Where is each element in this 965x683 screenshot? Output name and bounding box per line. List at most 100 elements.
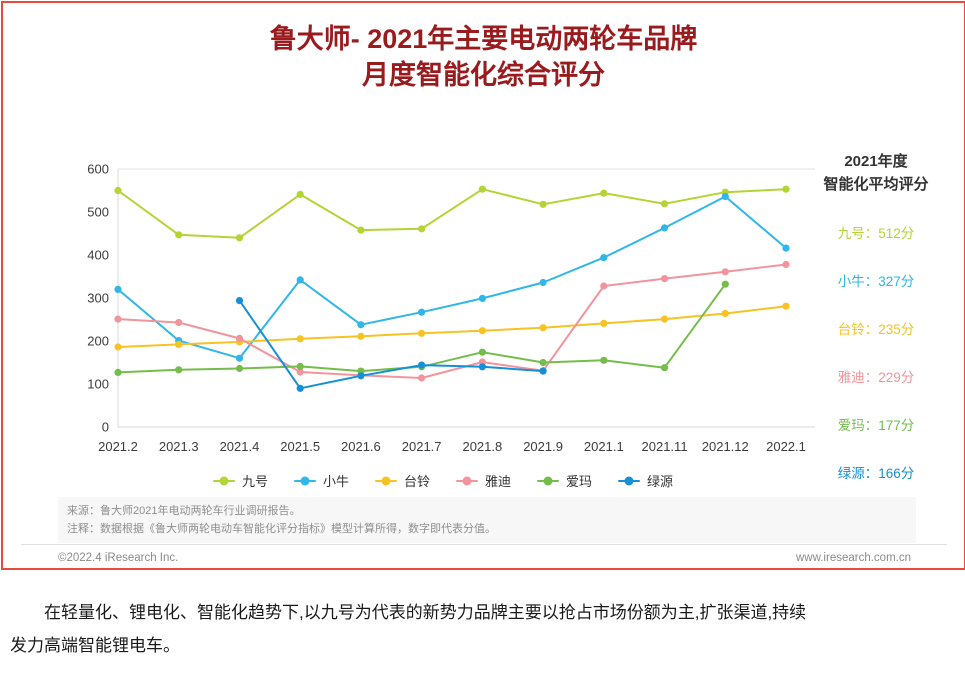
data-point [478, 348, 486, 356]
chart-legend: 九号 小牛 台铃 雅迪 爱玛 绿源 [83, 471, 803, 490]
data-point [114, 186, 122, 195]
legend-marker-dot [543, 476, 553, 485]
data-point [478, 363, 486, 371]
average-heading-line2: 智能化平均评分 [823, 175, 929, 193]
legend-item-小牛[interactable]: 小牛 [293, 471, 349, 490]
legend-marker-dot [300, 476, 310, 485]
legend-item-雅迪[interactable]: 雅迪 [456, 471, 511, 490]
legend-label: 爱玛 [566, 474, 593, 489]
data-point [296, 362, 304, 370]
data-point [539, 358, 547, 367]
average-heading-line1: 2021年度 [844, 153, 908, 170]
data-point [600, 254, 608, 262]
average-score-list: 九号：512分 小牛：327分 台铃：235分 雅迪：229分 爱玛：177分 绿源：16… [806, 222, 946, 482]
average-score-lvyuan: 绿源：166分 [837, 466, 915, 481]
copyright-text: ©2022.4 iResearch Inc. [58, 552, 179, 564]
y-tick-label: 400 [87, 248, 109, 263]
y-tick-label: 600 [87, 162, 109, 177]
data-point [357, 321, 365, 329]
average-score-panel: 2021年度 智能化平均评分 九号：512分 小牛：327分 台铃：235分 雅迪：2… [806, 151, 946, 510]
series-line [117, 283, 727, 374]
data-point [660, 364, 669, 372]
data-point [235, 334, 244, 342]
series-line [117, 263, 787, 379]
chart-title-line2: 月度智能化综合评分 [362, 60, 605, 91]
data-point [296, 276, 304, 284]
x-tick-label: 2021.8 [462, 439, 502, 454]
line-chart: 600 500 400 300 200 100 0 2021.2 2021.3 2021.4 202… [58, 153, 828, 463]
average-score-aima: 爱玛：177分 [837, 418, 915, 433]
series-line [117, 305, 787, 348]
data-point [175, 366, 183, 374]
legend-marker [537, 476, 560, 485]
data-point [782, 185, 790, 193]
data-point [478, 294, 486, 302]
data-point [418, 374, 426, 382]
data-point [478, 327, 486, 335]
legend-item-爱玛[interactable]: 爱玛 [537, 471, 592, 490]
data-point [114, 343, 122, 351]
data-point [782, 244, 790, 252]
series-line [238, 300, 544, 390]
y-tick-label: 100 [87, 377, 109, 392]
x-tick-label: 2021.3 [159, 439, 199, 454]
chart-card: 鲁大师- 2021年主要电动两轮车品牌 月度智能化综合评分 600 500 400 3… [1, 1, 965, 570]
x-tick-label: 2021.6 [341, 439, 381, 454]
y-tick-label: 500 [87, 205, 109, 220]
notes-block: 来源：鲁大师2021年电动两轮车行业调研报告。 注释：数据根据《鲁大师两轮电动车… [58, 497, 916, 544]
data-point [660, 200, 669, 208]
data-point [114, 315, 122, 323]
data-point [296, 335, 304, 343]
average-score-jiuhao: 九号：512分 [837, 226, 915, 241]
legend-label: 雅迪 [485, 474, 512, 489]
series-line [117, 188, 787, 239]
data-point [478, 185, 486, 193]
legend-label: 台铃 [403, 474, 430, 489]
data-point [721, 280, 729, 288]
series-雅迪 [114, 260, 790, 382]
legend-marker [293, 476, 316, 485]
legend-marker [374, 476, 397, 485]
legend-item-绿源[interactable]: 绿源 [618, 471, 673, 490]
data-point [539, 324, 547, 332]
legend-label: 绿源 [647, 474, 674, 489]
data-point [418, 329, 426, 337]
y-tick-label: 300 [87, 291, 109, 306]
x-tick-label: 2021.12 [702, 439, 749, 454]
average-score-yadi: 雅迪：229分 [837, 370, 915, 385]
data-point [539, 200, 547, 208]
legend-item-台铃[interactable]: 台铃 [374, 471, 430, 490]
data-point [418, 361, 426, 369]
footer-divider [21, 544, 947, 545]
data-point [782, 260, 790, 269]
legend-marker [618, 476, 641, 485]
data-point [660, 275, 669, 283]
analysis-paragraph: 在轻量化、锂电化、智能化趋势下,以九号为代表的新势力品牌主要以抢占市场份额为主,… [10, 603, 807, 656]
chart-title-line1: 鲁大师- 2021年主要电动两轮车品牌 [269, 24, 698, 54]
website-link[interactable]: www.iresearch.com.cn [795, 552, 911, 564]
data-point [175, 340, 183, 348]
average-score-tailing: 台铃：235分 [837, 322, 915, 337]
data-point [175, 318, 183, 327]
legend-label: 九号 [241, 474, 268, 489]
legend-marker-dot [624, 476, 634, 485]
data-point [600, 356, 608, 364]
data-point [175, 231, 183, 239]
data-point [235, 354, 244, 362]
data-point [418, 225, 426, 233]
data-point [539, 367, 547, 375]
data-point [600, 189, 608, 197]
data-point [600, 319, 608, 327]
source-note: 来源：鲁大师2021年电动两轮车行业调研报告。 [67, 505, 301, 517]
data-point [235, 234, 244, 242]
data-point [660, 224, 669, 232]
data-point [418, 308, 426, 316]
series-绿源 [235, 297, 547, 392]
x-tick-label: 2021.7 [402, 439, 442, 454]
y-tick-label: 0 [102, 420, 109, 435]
footer: ©2022.4 iResearch Inc. www.iresearch.com… [58, 552, 911, 564]
x-tick-label: 2021.11 [642, 439, 688, 454]
legend-item-九号[interactable]: 九号 [212, 471, 268, 490]
data-point [296, 384, 304, 392]
series-九号 [114, 185, 790, 242]
